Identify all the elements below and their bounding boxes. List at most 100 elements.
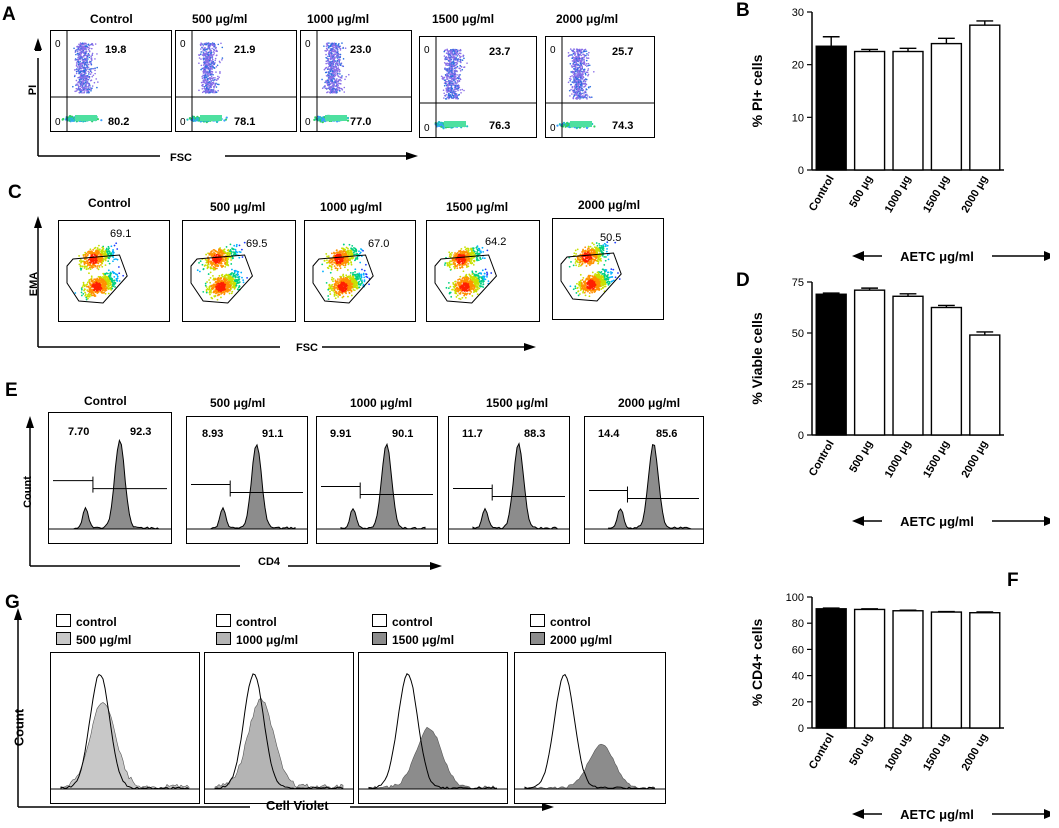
event-dot — [455, 90, 457, 93]
event-dot — [111, 287, 114, 290]
event-dot — [333, 73, 336, 75]
event-dot — [92, 283, 95, 285]
event-dot — [586, 93, 588, 96]
event-dot — [334, 85, 337, 87]
event-dot — [80, 260, 83, 263]
event-dot — [92, 266, 95, 269]
event-dot — [205, 48, 208, 50]
event-dot — [325, 45, 328, 47]
event-dot — [327, 70, 330, 73]
event-dot — [214, 76, 216, 79]
event-dot — [455, 82, 457, 84]
event-dot — [79, 62, 82, 64]
event-dot — [86, 289, 89, 292]
event-dot — [86, 86, 88, 88]
event-dot — [455, 59, 457, 61]
event-dot — [113, 244, 116, 247]
event-dot — [327, 80, 330, 82]
event-dot — [443, 61, 446, 64]
event-dot — [585, 94, 587, 97]
event-dot — [79, 83, 82, 85]
event-dot — [571, 93, 573, 95]
event-dot — [334, 81, 337, 83]
event-dot — [457, 60, 459, 63]
event-dot — [196, 118, 199, 121]
event-dot — [77, 46, 80, 48]
event-dot — [443, 55, 446, 57]
event-dot — [332, 48, 335, 51]
event-dot — [578, 57, 581, 60]
title-c-control: Control — [88, 196, 131, 210]
event-dot — [82, 284, 85, 287]
event-dot — [449, 66, 452, 68]
event-dot — [334, 88, 337, 91]
quadrant-mark-lower: 0 — [55, 117, 61, 128]
event-dot — [449, 79, 451, 82]
event-dot — [88, 272, 90, 275]
event-dot — [446, 57, 448, 59]
event-dot — [593, 71, 595, 73]
event-dot — [79, 265, 82, 268]
event-dot — [73, 47, 75, 50]
event-dot — [212, 51, 215, 53]
event-dot — [204, 49, 206, 52]
event-dot — [581, 87, 583, 90]
event-dot — [88, 56, 91, 59]
event-dot — [95, 261, 98, 264]
event-dot — [85, 78, 88, 81]
event-dot — [580, 48, 582, 51]
event-dot — [207, 74, 210, 76]
event-dot — [572, 56, 574, 58]
event-dot — [107, 272, 109, 275]
event-dot — [444, 98, 447, 100]
event-dot — [104, 276, 107, 278]
event-dot — [569, 95, 571, 97]
event-dot — [96, 86, 98, 89]
event-dot — [456, 52, 458, 54]
event-dot — [113, 275, 116, 278]
event-dot — [583, 92, 585, 95]
event-dot — [583, 49, 586, 51]
a-upper-2: 21.9 — [234, 44, 256, 56]
event-dot — [91, 288, 93, 291]
event-dot — [93, 247, 96, 250]
event-dot — [107, 292, 110, 295]
event-dot — [112, 260, 114, 263]
event-dot — [92, 281, 95, 284]
event-dot — [578, 126, 582, 129]
event-dot — [79, 267, 82, 270]
event-dot — [79, 67, 81, 69]
event-dot — [321, 78, 323, 81]
event-dot — [95, 249, 98, 252]
event-dot — [339, 56, 342, 59]
event-dot — [209, 58, 211, 60]
event-dot — [204, 43, 206, 46]
event-dot — [575, 83, 578, 86]
event-dot — [583, 80, 585, 82]
event-dot — [334, 64, 337, 67]
event-dot — [326, 83, 329, 85]
event-dot — [206, 72, 208, 74]
event-dot — [92, 262, 95, 265]
event-dot — [342, 47, 344, 49]
event-dot — [443, 94, 446, 97]
event-dot — [341, 65, 344, 67]
event-dot — [205, 121, 208, 124]
event-dot — [90, 277, 93, 279]
event-dot — [198, 62, 200, 65]
event-dot — [82, 87, 84, 90]
event-dot — [213, 85, 215, 88]
event-dot — [82, 67, 85, 70]
event-dot — [331, 70, 334, 72]
event-dot — [83, 52, 85, 55]
event-dot — [216, 83, 219, 86]
event-dot — [328, 76, 331, 78]
event-dot — [579, 64, 582, 67]
event-dot — [217, 75, 219, 78]
event-dot — [575, 77, 577, 79]
event-dot — [442, 89, 445, 92]
event-dot — [459, 58, 462, 61]
event-dot — [331, 64, 333, 67]
event-dot — [213, 66, 216, 69]
event-dot — [96, 277, 99, 280]
